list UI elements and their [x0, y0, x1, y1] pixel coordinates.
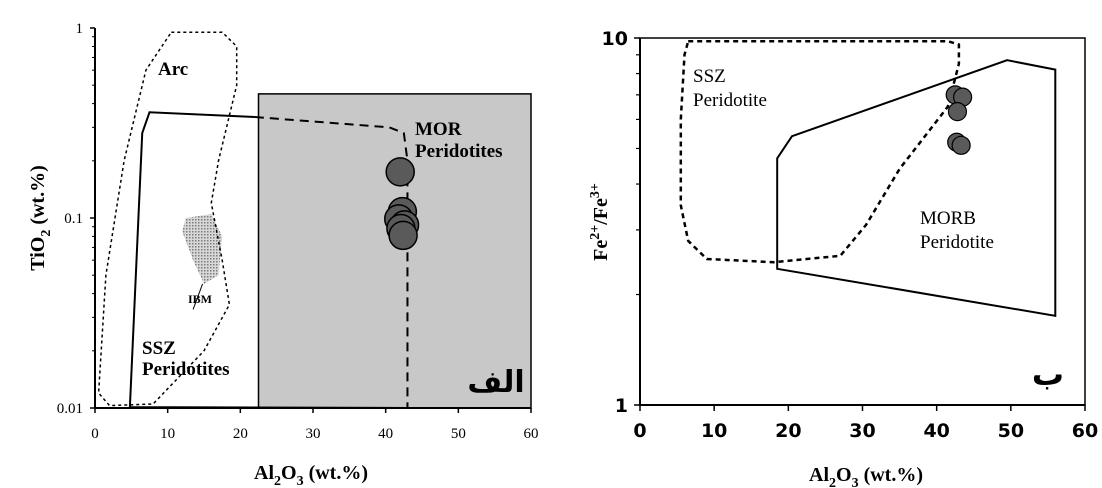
x-tick-label: 60 [1072, 420, 1098, 442]
x-ticks-left: 0 10 20 30 40 50 60 [91, 408, 539, 442]
y-tick-label: 0.01 [57, 401, 83, 417]
y-axis-title-left-tail: (wt.%) [27, 165, 49, 229]
x-axis-title-right: Al2O3 (wt.%) [809, 464, 923, 488]
y-ticks-left: 0.01 0.1 1 [57, 21, 95, 417]
x-tick-label: 20 [775, 420, 801, 442]
x-tick-label: 50 [451, 426, 466, 442]
morb-field-label-line2: Peridotite [920, 232, 994, 253]
arc-field-outline [97, 31, 238, 407]
y-tick-label: 0.1 [64, 211, 83, 227]
x-axis-title-left-main: Al [254, 462, 274, 484]
mor-field-label-line2: Peridotites [415, 141, 503, 162]
data-point [947, 102, 968, 122]
data-point [951, 135, 971, 155]
y-tick-label: 1 [76, 21, 84, 37]
chart-panel-right: 0 10 20 30 40 50 60 1 10 SSZ Peridotite MORB Pe… [588, 28, 1098, 488]
ssz-field-label-right-line2: Peridotite [693, 90, 767, 111]
morb-field-outline [776, 59, 1057, 317]
panel-label-right: ب [1032, 355, 1064, 393]
y-axis-title-left-main: TiO [27, 237, 49, 271]
arc-field-label: Arc [158, 59, 188, 80]
x-axis-title-left-mid: O [281, 462, 297, 484]
x-tick-label: 60 [524, 426, 539, 442]
x-tick-label: 0 [633, 420, 646, 442]
x-axis-title-right-sub1: 2 [829, 476, 836, 488]
x-tick-label: 10 [160, 426, 175, 442]
ibm-leader-line [192, 283, 204, 310]
mor-field-box [257, 93, 532, 409]
y-axis-title-left: TiO2 (wt.%) [27, 165, 54, 271]
x-ticks-right: 0 10 20 30 40 50 60 [633, 405, 1098, 442]
x-tick-label: 20 [233, 426, 248, 442]
x-tick-label: 40 [923, 420, 949, 442]
y-axis-title-right-main: Fe [590, 240, 612, 261]
x-axis-title-left-sub2: 3 [297, 474, 304, 488]
ssz-field-label-right-line1: SSZ [693, 66, 726, 87]
y-axis-title-right-sup2: 3+ [588, 183, 603, 198]
data-point [385, 157, 415, 187]
y-axis-title-right: Fe2+/Fe3+ [588, 183, 612, 261]
x-tick-label: 0 [91, 426, 99, 442]
x-tick-label: 30 [849, 420, 875, 442]
y-axis-title-right-sup1: 2+ [588, 225, 603, 240]
panel-label-left: الف [467, 365, 524, 400]
x-tick-label: 50 [998, 420, 1024, 442]
x-tick-label: 40 [378, 426, 393, 442]
mor-field-label-line1: MOR [415, 119, 462, 140]
morb-field-label-line1: MORB [920, 208, 976, 229]
x-axis-title-left-tail: (wt.%) [304, 462, 368, 484]
data-points-right [945, 85, 973, 155]
x-axis-title-right-main: Al [809, 464, 829, 486]
x-axis-title-left: Al2O3 (wt.%) [254, 462, 368, 488]
y-tick-label: 1 [615, 395, 628, 417]
x-tick-label: 30 [306, 426, 321, 442]
x-axis-title-right-mid: O [836, 464, 852, 486]
x-tick-label: 10 [701, 420, 727, 442]
data-points-left [383, 157, 420, 251]
ibm-field [182, 214, 223, 284]
data-point [388, 220, 418, 251]
x-axis-title-right-tail: (wt.%) [859, 464, 923, 486]
ssz-field-dashed-outline [254, 116, 409, 408]
x-axis-title-right-sub2: 3 [852, 476, 859, 488]
y-ticks-right: 1 10 [602, 28, 640, 417]
chart-panel-left: 0 10 20 30 40 50 60 0.01 0.1 1 Arc SSZ Peridotit… [27, 21, 539, 488]
y-tick-label: 10 [602, 28, 628, 50]
y-axis-title-right-mid: /Fe [590, 198, 612, 226]
ssz-field-label-line2: Peridotites [142, 359, 230, 380]
ssz-field-label-line1: SSZ [142, 338, 176, 359]
y-axis-title-left-sub: 2 [39, 230, 54, 237]
x-axis-title-left-sub1: 2 [274, 474, 281, 488]
ibm-field-label: IBM [188, 292, 212, 306]
